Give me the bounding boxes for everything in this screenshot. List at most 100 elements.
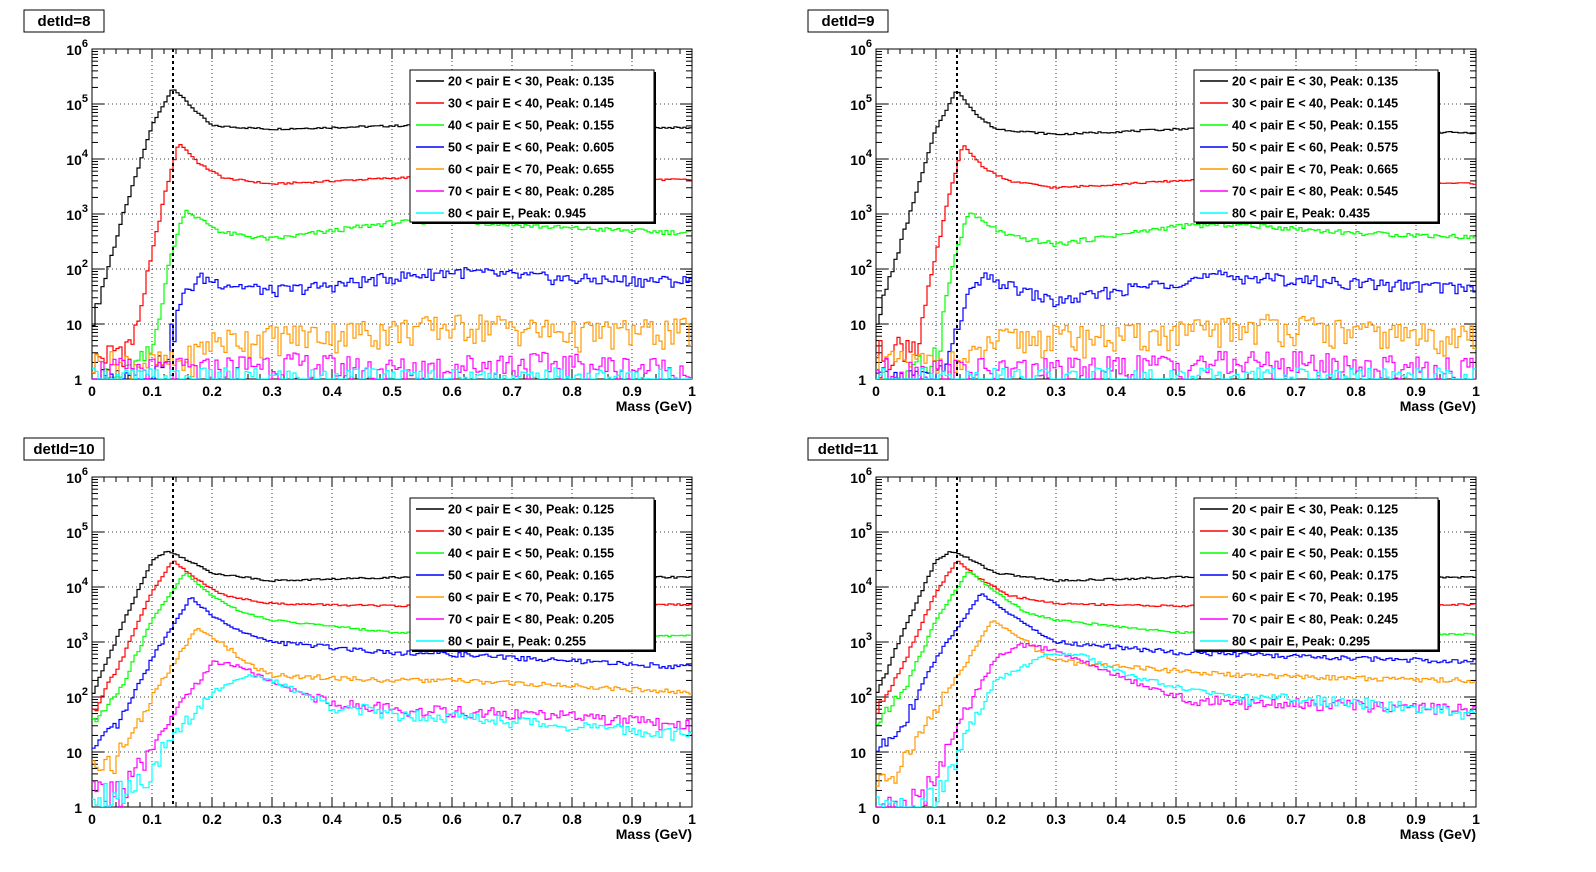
x-tick-label: 0.3 [1046,383,1066,399]
y-tick-label: 102 [850,686,872,706]
y-tick-label: 102 [850,258,872,278]
x-axis-title: Mass (GeV) [616,398,692,414]
series-line-blue [876,270,1476,379]
y-tick-label: 104 [66,148,89,168]
y-tick-label: 106 [850,466,872,486]
x-axis-title: Mass (GeV) [616,826,692,842]
x-tick-label: 0.7 [1286,383,1306,399]
chart-panel-2: detId=100 0.1 0.2 0.3 0.4 0.5 0.6 0.7 0.8 0.9 1Mas… [23,437,696,842]
x-tick-label: 0.1 [926,383,946,399]
series-line-cyan [876,652,1476,807]
legend: 20 < pair E < 30, Peak: 0.125 30 < pair E… [409,497,656,652]
legend-entry: 60 < pair E < 70, Peak: 0.195 [1232,591,1398,605]
series-line-green [876,212,1476,379]
x-tick-label: 0.9 [622,383,642,399]
legend-entry: 50 < pair E < 60, Peak: 0.575 [1232,141,1398,155]
grid-lines [92,477,692,807]
x-tick-label: 0.3 [1046,811,1066,827]
x-tick-label: 0.8 [1346,811,1366,827]
legend-entry: 60 < pair E < 70, Peak: 0.665 [1232,163,1398,177]
legend-entry: 40 < pair E < 50, Peak: 0.155 [448,119,614,133]
x-tick-label: 0.9 [1406,811,1426,827]
y-tick-label: 103 [850,631,872,651]
x-tick-label: 0.5 [1166,811,1186,827]
legend-entry: 30 < pair E < 40, Peak: 0.135 [1232,525,1398,539]
legend-entry: 60 < pair E < 70, Peak: 0.655 [448,163,614,177]
series-line-cyan [92,367,692,379]
y-tick-label: 1 [74,800,82,816]
y-tick-label: 103 [66,631,88,651]
series-line-blue [92,267,692,379]
x-tick-label: 0.9 [622,811,642,827]
chart-panel-3: detId=110 0.1 0.2 0.3 0.4 0.5 0.6 0.7 0.8 0.9 1Mas… [807,437,1480,842]
series-line-orange [92,314,692,379]
y-tick-label: 105 [850,93,872,113]
series-line-magenta [92,351,692,379]
pad-title-text: detId=8 [38,13,91,30]
legend-entry: 20 < pair E < 30, Peak: 0.135 [448,75,614,89]
series-line-cyan [876,367,1476,379]
y-tick-label: 104 [66,576,89,596]
legend-entry: 40 < pair E < 50, Peak: 0.155 [448,547,614,561]
legend-entry: 70 < pair E < 80, Peak: 0.545 [1232,185,1398,199]
x-tick-label: 0.9 [1406,383,1426,399]
legend-entry: 20 < pair E < 30, Peak: 0.125 [448,503,614,517]
x-tick-label: 0.8 [562,383,582,399]
x-tick-label: 0.8 [562,811,582,827]
chart-panel-1: detId=90 0.1 0.2 0.3 0.4 0.5 0.6 0.7 0.8 0.9 1Mass… [807,9,1480,414]
y-tick-label: 1 [858,800,866,816]
x-tick-label: 1 [688,811,696,827]
y-tick-label: 104 [850,576,873,596]
legend-entry: 80 < pair E, Peak: 0.945 [448,207,586,221]
y-axis: 1 10 102 103 104 105 106 [66,466,692,816]
x-tick-label: 0.7 [502,383,522,399]
x-tick-label: 0.1 [142,811,162,827]
x-tick-label: 0.3 [262,383,282,399]
y-tick-label: 10 [850,745,866,761]
legend: 20 < pair E < 30, Peak: 0.135 30 < pair E… [409,69,656,224]
x-tick-label: 1 [1472,383,1480,399]
legend-entry: 20 < pair E < 30, Peak: 0.125 [1232,503,1398,517]
legend-entry: 80 < pair E, Peak: 0.295 [1232,635,1370,649]
legend: 20 < pair E < 30, Peak: 0.125 30 < pair E… [1193,497,1440,652]
pad-title: detId=11 [807,437,889,461]
series-line-orange [876,620,1476,787]
x-tick-label: 0 [872,383,880,399]
x-tick-label: 0.6 [442,383,462,399]
legend-entry: 40 < pair E < 50, Peak: 0.155 [1232,547,1398,561]
y-tick-label: 104 [850,148,873,168]
pad-title-text: detId=10 [33,441,94,458]
y-tick-label: 10 [850,317,866,333]
chart-panel-0: detId=80 0.1 0.2 0.3 0.4 0.5 0.6 0.7 0.8 0.9 1Mass… [23,9,696,414]
x-tick-label: 0 [872,811,880,827]
x-tick-label: 0.2 [202,383,222,399]
legend-entry: 60 < pair E < 70, Peak: 0.175 [448,591,614,605]
x-tick-label: 0.2 [986,383,1006,399]
legend-entry: 70 < pair E < 80, Peak: 0.285 [448,185,614,199]
x-axis-title: Mass (GeV) [1400,398,1476,414]
pad-title-text: detId=9 [822,13,875,30]
x-tick-label: 0.6 [1226,811,1246,827]
x-tick-label: 0 [88,383,96,399]
y-tick-label: 10 [66,317,82,333]
x-tick-label: 0.6 [1226,383,1246,399]
y-tick-label: 1 [74,372,82,388]
y-tick-label: 103 [66,203,88,223]
y-axis: 1 10 102 103 104 105 106 [850,466,1476,816]
x-tick-label: 1 [688,383,696,399]
legend-entry: 30 < pair E < 40, Peak: 0.145 [1232,97,1398,111]
x-tick-label: 1 [1472,811,1480,827]
y-tick-label: 1 [858,372,866,388]
y-tick-label: 103 [850,203,872,223]
legend-entry: 20 < pair E < 30, Peak: 0.135 [1232,75,1398,89]
legend-entry: 30 < pair E < 40, Peak: 0.145 [448,97,614,111]
y-tick-label: 10 [66,745,82,761]
x-tick-label: 0.7 [1286,811,1306,827]
series-line-blue [92,597,692,749]
y-tick-label: 106 [66,466,88,486]
x-tick-label: 0.4 [322,811,342,827]
x-tick-label: 0.2 [986,811,1006,827]
series-line-magenta [876,350,1476,379]
